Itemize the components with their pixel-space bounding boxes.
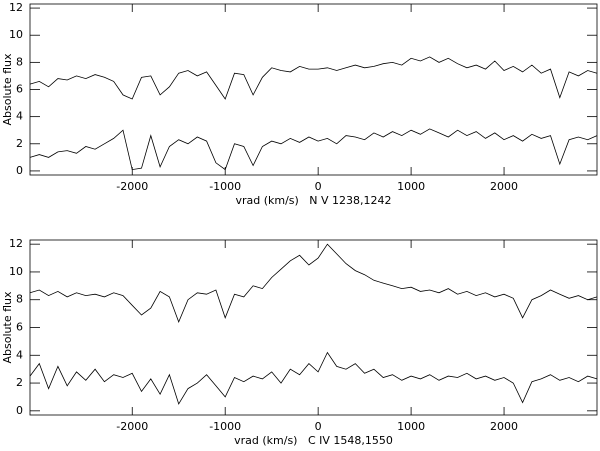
y-tick-label: 0 xyxy=(16,164,23,177)
x-tick-label: -2000 xyxy=(116,180,148,193)
y-tick-label: 2 xyxy=(16,137,23,150)
y-tick-label: 2 xyxy=(16,376,23,389)
y-tick-label: 6 xyxy=(16,83,23,96)
x-tick-label: 1000 xyxy=(397,180,425,193)
y-axis-label: Absolute flux xyxy=(1,291,14,363)
y-tick-label: 8 xyxy=(16,293,23,306)
x-tick-label: -2000 xyxy=(116,420,148,433)
y-tick-label: 10 xyxy=(9,265,23,278)
data-line xyxy=(29,351,598,405)
y-tick-label: 4 xyxy=(16,110,23,123)
y-tick-label: 4 xyxy=(16,348,23,361)
y-tick-label: 12 xyxy=(9,1,23,14)
y-axis-label: Absolute flux xyxy=(1,53,14,125)
y-tick-label: 10 xyxy=(9,28,23,41)
data-line xyxy=(29,56,598,100)
data-line xyxy=(29,128,598,171)
plot-frame xyxy=(29,239,598,416)
x-tick-label: 1000 xyxy=(397,420,425,433)
x-tick-label: 2000 xyxy=(490,180,518,193)
x-tick-label: 2000 xyxy=(490,420,518,433)
y-tick-label: 6 xyxy=(16,321,23,334)
y-tick-label: 8 xyxy=(16,55,23,68)
x-tick-label: 0 xyxy=(315,180,322,193)
x-axis-label: vrad (km/s) C IV 1548,1550 xyxy=(234,434,393,447)
plot-frame xyxy=(29,3,598,176)
x-axis-label: vrad (km/s) N V 1238,1242 xyxy=(235,194,391,207)
x-tick-label: -1000 xyxy=(209,180,241,193)
x-tick-label: -1000 xyxy=(209,420,241,433)
x-tick-label: 0 xyxy=(315,420,322,433)
data-line xyxy=(29,243,598,323)
y-tick-label: 12 xyxy=(9,237,23,250)
y-tick-label: 0 xyxy=(16,404,23,417)
